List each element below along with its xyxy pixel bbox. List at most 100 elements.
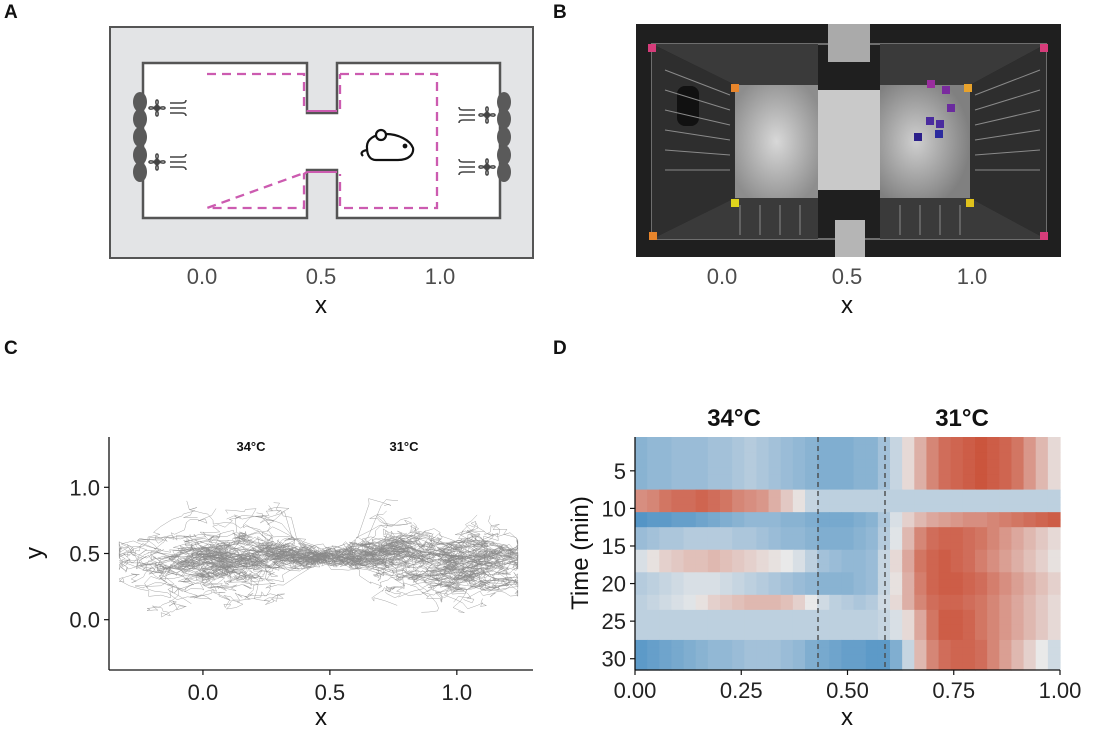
heatmap-cell (890, 624, 903, 634)
heatmap-cell (999, 512, 1013, 521)
heatmap-cell (829, 519, 843, 528)
fan-icon (148, 99, 166, 171)
heatmap-cell (707, 519, 721, 528)
heatmap-cell (926, 632, 940, 641)
heatmap-cell (671, 437, 685, 446)
heatmap-cell (792, 587, 806, 596)
heatmap-cell (744, 602, 758, 611)
heatmap-cell (659, 542, 673, 551)
heatmap-cell (975, 564, 988, 573)
panel-c-axes: 0.0 0.0 0.5 0.5 1.0 1.0 (69, 475, 472, 705)
heatmap-cell (853, 617, 867, 626)
x-tick-label: 0.5 (306, 264, 337, 289)
heatmap-cell (792, 557, 806, 566)
heatmap-cell (938, 564, 952, 573)
heatmap-cell (647, 579, 660, 588)
heatmap-cell (926, 497, 940, 506)
heatmap-cell (1047, 594, 1061, 603)
trajectory-lines (118, 498, 519, 618)
heatmap-cell (914, 444, 928, 453)
panel-b-photo: 0.0 0.5 1.0 x (636, 24, 1061, 319)
heatmap-cell (890, 497, 903, 506)
heatmap-cell (659, 504, 673, 513)
heatmap-cell (805, 489, 818, 498)
heatmap-cell (635, 624, 648, 634)
heatmap-cell (1047, 557, 1061, 566)
heatmap-cell (805, 527, 818, 536)
heatmap-cell (720, 654, 733, 664)
heatmap-cell (695, 639, 709, 649)
heatmap-cell (841, 632, 855, 641)
heatmap-cell (695, 437, 709, 446)
heatmap-cell (659, 474, 673, 483)
heatmap-cell (829, 489, 843, 498)
heatmap-cell (756, 489, 770, 498)
heatmap-cell (659, 639, 673, 649)
heatmap-cell (792, 639, 806, 649)
heatmap-cell (853, 474, 867, 483)
heatmap-cell (732, 519, 745, 528)
heatmap-cell (877, 437, 891, 446)
heatmap-cell (707, 647, 721, 656)
heatmap-cell (756, 527, 770, 536)
heatmap-cell (999, 639, 1013, 649)
heatmap-cell (841, 444, 855, 453)
heatmap-cell (659, 519, 673, 528)
heatmap-cell (853, 519, 867, 528)
heatmap-cell (647, 444, 660, 453)
heatmap-cell (890, 617, 903, 626)
heatmap-cell (695, 482, 709, 491)
heatmap-cell (914, 512, 928, 521)
heatmap-cell (865, 444, 879, 453)
heatmap-cell (938, 512, 952, 521)
heatmap-cell (1035, 504, 1049, 513)
heatmap-cell (865, 564, 879, 573)
heatmap-cell (938, 587, 952, 596)
heatmap-cell (792, 459, 806, 468)
heatmap-cell (841, 474, 855, 483)
heatmap-cell (877, 504, 891, 513)
heatmap-cell (1011, 662, 1025, 671)
heatmap-cell (890, 542, 903, 551)
heatmap-cell (926, 474, 940, 483)
heatmap-cell (817, 572, 830, 581)
heatmap-cell (647, 452, 660, 461)
heatmap-cell (999, 542, 1013, 551)
heatmap-cell (926, 617, 940, 626)
heatmap-cell (792, 534, 806, 543)
heatmap-cell (975, 572, 988, 581)
heatmap-cell (829, 504, 843, 513)
heatmap-cell (707, 549, 721, 558)
heatmap-cell (805, 602, 818, 611)
heatmap-cell (1047, 482, 1061, 491)
heatmap-cell (756, 557, 770, 566)
heatmap-cell (805, 467, 818, 476)
x-axis-label: x (841, 292, 853, 319)
heatmap-cell (1011, 467, 1025, 476)
heatmap-cell (780, 624, 794, 634)
heatmap-cell (975, 632, 988, 641)
heatmap-cell (805, 617, 818, 626)
right-chamber-wall (880, 44, 1046, 85)
heatmap-cell (926, 602, 940, 611)
heatmap-cell (756, 542, 770, 551)
heatmap-cell (792, 617, 806, 626)
heatmap-cell (768, 504, 782, 513)
heatmap-cell (902, 647, 915, 656)
heatmap-cell (950, 617, 964, 626)
heatmap-cell (768, 662, 782, 671)
heatmap-cell (635, 632, 648, 641)
heatmap-cell (1011, 617, 1025, 626)
heatmap-cell (865, 602, 879, 611)
heatmap-cell (792, 572, 806, 581)
heatmap-cell (647, 594, 660, 603)
heatmap-cell (635, 594, 648, 603)
heatmap-cell (1023, 444, 1037, 453)
heatmap-cell (962, 557, 976, 566)
heatmap-cell (914, 572, 928, 581)
heatmap-cell (647, 549, 660, 558)
heatmap-cell (707, 609, 721, 618)
heatmap-cell (1011, 639, 1025, 649)
heatmap-cell (671, 587, 685, 596)
y-axis-label: Time (min) (567, 496, 594, 610)
